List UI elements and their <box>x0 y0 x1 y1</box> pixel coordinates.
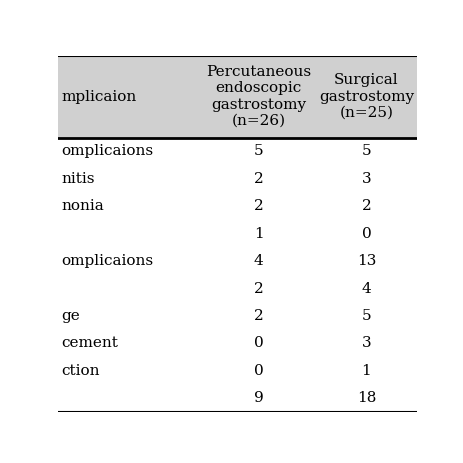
Text: 4: 4 <box>362 282 371 295</box>
Text: 5: 5 <box>362 144 371 158</box>
Text: omplicaions: omplicaions <box>62 144 154 158</box>
Text: 4: 4 <box>254 254 264 268</box>
Text: 13: 13 <box>357 254 376 268</box>
Text: ction: ction <box>62 364 100 378</box>
Text: 1: 1 <box>254 226 264 241</box>
Text: mplicaion: mplicaion <box>62 89 137 104</box>
Text: 0: 0 <box>254 337 264 350</box>
Text: 0: 0 <box>362 226 371 241</box>
Text: 5: 5 <box>362 309 371 323</box>
Text: Surgical
gastrostomy
(n=25): Surgical gastrostomy (n=25) <box>319 73 414 120</box>
Text: 2: 2 <box>254 199 264 213</box>
Text: 2: 2 <box>254 309 264 323</box>
Text: omplicaions: omplicaions <box>62 254 154 268</box>
Text: 3: 3 <box>362 337 371 350</box>
Text: 2: 2 <box>254 282 264 295</box>
Text: 0: 0 <box>254 364 264 378</box>
Text: 2: 2 <box>362 199 371 213</box>
Text: 18: 18 <box>357 391 376 405</box>
Text: Percutaneous
endoscopic
gastrostomy
(n=26): Percutaneous endoscopic gastrostomy (n=2… <box>206 65 312 128</box>
Text: nitis: nitis <box>62 172 95 186</box>
Text: ge: ge <box>62 309 80 323</box>
Text: 5: 5 <box>254 144 263 158</box>
Bar <box>58 56 417 138</box>
Text: nonia: nonia <box>62 199 104 213</box>
Text: 1: 1 <box>362 364 371 378</box>
Text: 2: 2 <box>254 172 264 186</box>
Text: 3: 3 <box>362 172 371 186</box>
Text: 9: 9 <box>254 391 264 405</box>
Text: cement: cement <box>62 337 119 350</box>
